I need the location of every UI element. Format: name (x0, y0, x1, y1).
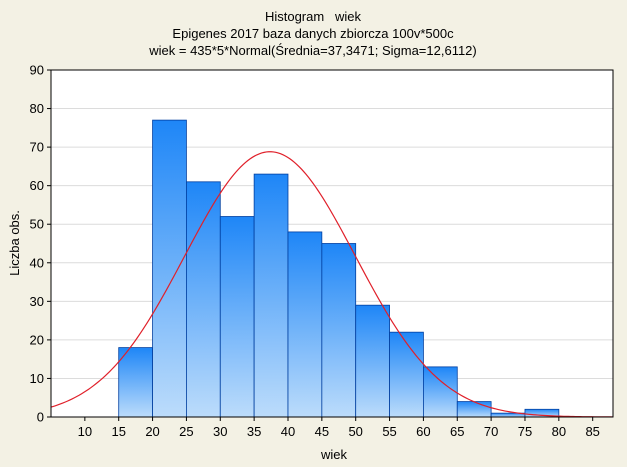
chart-title: Histogram wiek (265, 9, 362, 24)
x-tick-label: 55 (382, 424, 396, 439)
histogram-bar (287, 231, 323, 418)
x-tick-label: 45 (315, 424, 329, 439)
y-tick-label: 60 (30, 178, 44, 193)
y-tick-label: 30 (30, 294, 44, 309)
y-tick-label: 90 (30, 63, 44, 78)
x-tick-label: 75 (518, 424, 532, 439)
histogram-bar (355, 304, 390, 418)
x-tick-label: 60 (416, 424, 430, 439)
y-tick-label: 80 (30, 101, 44, 116)
y-tick-label: 70 (30, 140, 44, 155)
x-tick-label: 20 (145, 424, 159, 439)
histogram-bar (456, 401, 492, 418)
plot-frame (50, 69, 614, 418)
axis-ticks: 0 10 20 30 40 50 60 70 80 90 10 15 20 25 30 35 40 45 50 55 6… (30, 63, 600, 440)
chart-fit-label: wiek = 435*5*Normal(Średnia=37,3471; Sig… (148, 43, 477, 58)
histogram-bar (423, 366, 458, 418)
x-tick-label: 80 (552, 424, 566, 439)
x-tick-label: 30 (213, 424, 227, 439)
x-tick-label: 10 (78, 424, 92, 439)
histogram-bar (321, 243, 357, 418)
x-axis-title: wiek (320, 447, 348, 462)
histogram-bar (118, 347, 153, 418)
chart-subtitle: Epigenes 2017 baza danych zbiorcza 100v*… (172, 26, 454, 41)
x-tick-label: 65 (450, 424, 464, 439)
histogram-bar (389, 331, 424, 418)
y-axis-title: Liczba obs. (7, 210, 22, 276)
x-tick-label: 25 (179, 424, 193, 439)
y-tick-label: 0 (37, 410, 44, 425)
y-tick-label: 20 (30, 332, 44, 347)
x-tick-label: 35 (247, 424, 261, 439)
histogram-bar (186, 181, 221, 418)
normal-fit-curve (50, 151, 614, 418)
x-tick-label: 15 (111, 424, 125, 439)
x-tick-label: 50 (348, 424, 362, 439)
histogram-bar (219, 216, 255, 418)
x-tick-label: 70 (484, 424, 498, 439)
y-tick-label: 40 (30, 255, 44, 270)
x-tick-label: 40 (281, 424, 295, 439)
y-tick-label: 50 (30, 217, 44, 232)
histogram-bar (253, 173, 289, 418)
y-tick-label: 10 (30, 371, 44, 386)
x-tick-label: 85 (585, 424, 599, 439)
histogram-bar (152, 119, 187, 418)
